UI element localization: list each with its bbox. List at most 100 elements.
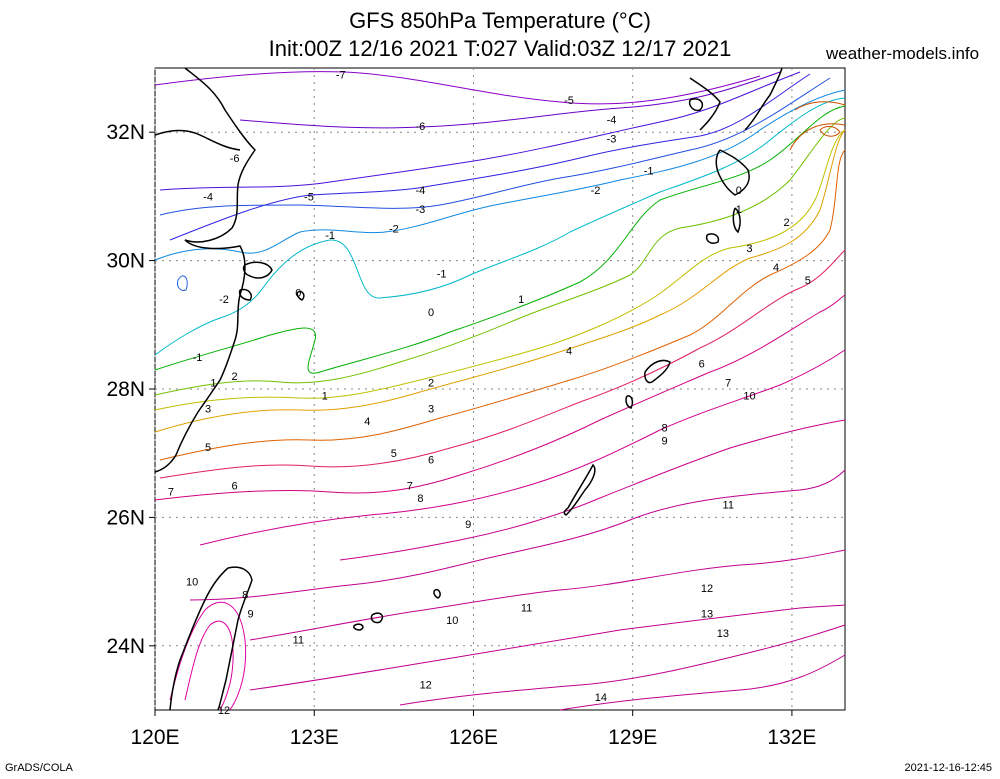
contour-line [154, 89, 846, 261]
contour-label: -2 [389, 224, 399, 236]
contour-line [399, 624, 846, 706]
contour-line [184, 620, 234, 711]
contour-label: 14 [595, 692, 607, 704]
contour-label: -2 [591, 185, 601, 197]
lat-label: 28N [106, 378, 145, 401]
grid-lines [154, 68, 845, 710]
yakushima [705, 233, 720, 244]
contour-line [159, 77, 831, 216]
contour-label: 13 [717, 628, 729, 640]
lat-label: 30N [106, 250, 145, 273]
contour-label: 13 [701, 609, 713, 621]
contour-label: -5 [304, 191, 314, 203]
contour-label: 6 [428, 455, 434, 467]
contour-label: 12 [420, 679, 432, 691]
contour-line [339, 419, 846, 561]
china-coast [154, 67, 256, 473]
contour-label: 11 [521, 602, 532, 614]
contour-line [154, 71, 761, 105]
contour-line [239, 71, 781, 129]
contour-label: -3 [415, 204, 425, 216]
contour-label: 2 [784, 217, 790, 229]
contour-label: 3 [428, 403, 434, 415]
lon-label: 129E [608, 726, 657, 749]
footer-grads-credit: GrADS/COLA [5, 762, 73, 774]
map-subtitle: Init:00Z 12/16 2021 T:027 Valid:03Z 12/1… [268, 36, 732, 61]
longitude-axis: 120E 123E 126E 129E 132E [130, 710, 816, 749]
footer-timestamp: 2021-12-16-12:45 [904, 762, 992, 774]
contour-label: 9 [661, 435, 667, 447]
zhoushan-islands [238, 261, 305, 301]
contour-lines [154, 71, 846, 711]
contour-label: -6 [415, 121, 425, 133]
china-coast-north [154, 129, 241, 151]
kyushu-island [689, 67, 783, 196]
contour-label: 11 [293, 634, 304, 646]
contour-line [177, 275, 188, 291]
contour-label: -4 [203, 191, 213, 203]
contour-line [199, 349, 846, 546]
contour-line [154, 105, 846, 374]
contour-label: 3 [746, 243, 752, 255]
contour-label: 8 [242, 589, 248, 601]
contour-line [559, 654, 846, 711]
contour-label: -1 [644, 166, 654, 178]
tokunoshima [625, 395, 634, 409]
contour-label: 7 [407, 480, 413, 492]
contour-label: 2 [428, 378, 434, 390]
contour-label: 5 [391, 448, 397, 460]
contour-label: -4 [415, 185, 425, 197]
contour-label: -5 [564, 95, 574, 107]
contour-label: 10 [446, 615, 458, 627]
contour-label: -1 [325, 230, 335, 242]
contour-line [789, 101, 846, 151]
lon-label: 126E [449, 726, 498, 749]
lon-label: 132E [767, 726, 816, 749]
okinawa-island [563, 463, 596, 516]
contour-label: -2 [219, 294, 229, 306]
contour-label: 0 [428, 307, 434, 319]
contour-label: 8 [417, 493, 423, 505]
contour-line [154, 97, 846, 356]
lon-label: 123E [290, 726, 339, 749]
contour-label: 11 [723, 500, 734, 512]
contour-label: 5 [205, 442, 211, 454]
contour-line [159, 71, 801, 191]
contour-label: 9 [247, 609, 253, 621]
contour-label: 1 [322, 390, 328, 402]
amami-island [644, 359, 671, 384]
contour-label: 1 [210, 378, 216, 390]
site-credit: weather-models.info [826, 44, 980, 63]
contour-label: 4 [773, 262, 779, 274]
contour-label: 0 [736, 185, 742, 197]
lat-label: 26N [106, 506, 145, 529]
contour-label: 8 [661, 423, 667, 435]
tanegashima [732, 207, 741, 234]
contour-label: -4 [607, 114, 617, 126]
contour-label: -1 [193, 352, 203, 364]
contour-line [159, 149, 846, 461]
contour-label: 7 [168, 487, 174, 499]
contour-label: 9 [465, 519, 471, 531]
contour-line [154, 129, 846, 411]
contour-label: 1 [518, 294, 524, 306]
contour-line [249, 549, 846, 641]
contour-line [154, 294, 846, 501]
contour-label: 6 [699, 358, 705, 370]
contour-label: 0 [295, 288, 301, 300]
taiwan-island [169, 566, 253, 711]
contour-label: 1 [736, 204, 742, 216]
contour-line [249, 604, 846, 691]
contour-label: -6 [230, 153, 240, 165]
contour-line [159, 249, 846, 479]
jeju-island [688, 98, 704, 112]
contour-line [154, 129, 846, 433]
contour-label: 12 [701, 583, 713, 595]
contour-label: -1 [437, 268, 447, 280]
contour-label: 7 [725, 378, 731, 390]
contour-label: -7 [336, 69, 346, 81]
contour-line [189, 469, 846, 601]
lat-label: 32N [106, 121, 145, 144]
